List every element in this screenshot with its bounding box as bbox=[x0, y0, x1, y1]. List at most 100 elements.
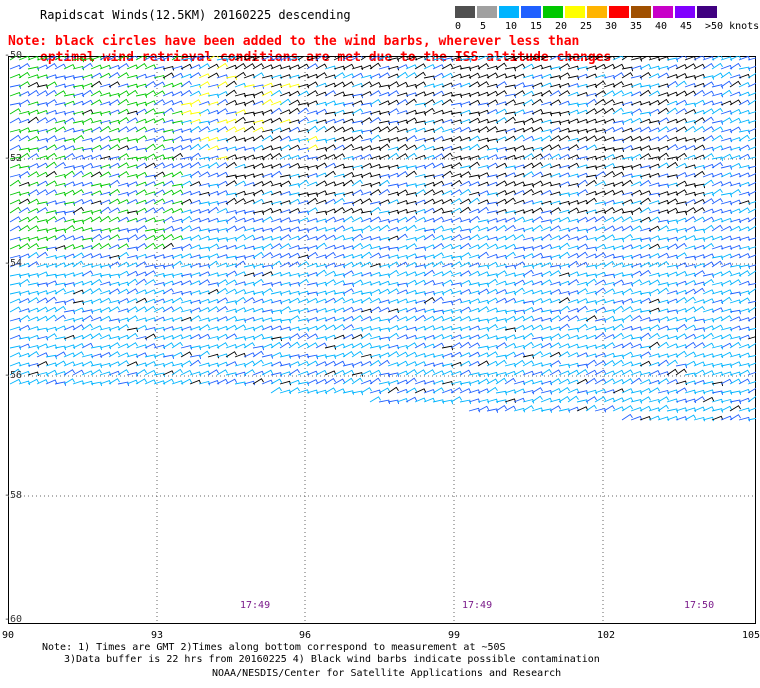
wind-barb bbox=[324, 191, 337, 197]
wind-barb bbox=[342, 298, 355, 304]
wind-barb bbox=[324, 208, 337, 214]
wind-barb bbox=[144, 80, 156, 88]
wind-barb bbox=[729, 405, 741, 412]
wind-barb bbox=[729, 172, 742, 178]
wind-barb bbox=[216, 98, 228, 106]
wind-barb bbox=[324, 153, 337, 160]
wind-barb bbox=[594, 108, 606, 115]
wind-barb bbox=[405, 396, 418, 403]
wind-barb bbox=[567, 395, 579, 403]
wind-barb bbox=[675, 368, 687, 376]
wind-barb bbox=[585, 179, 597, 187]
wind-barb bbox=[522, 56, 535, 61]
wind-barb bbox=[693, 305, 705, 313]
wind-barb bbox=[468, 234, 480, 241]
wind-barb bbox=[315, 180, 328, 187]
wind-barb bbox=[342, 236, 355, 242]
wind-barb bbox=[576, 228, 589, 234]
wind-barb bbox=[306, 100, 319, 106]
wind-barb bbox=[522, 300, 535, 305]
wind-barb bbox=[36, 343, 49, 349]
wind-barb bbox=[9, 244, 22, 250]
wind-barb bbox=[612, 318, 625, 323]
wind-barb bbox=[9, 173, 22, 179]
wind-barb bbox=[585, 246, 598, 252]
wind-barb bbox=[324, 334, 337, 340]
wind-barb bbox=[522, 306, 535, 313]
wind-barb bbox=[657, 404, 669, 412]
wind-barb bbox=[459, 388, 472, 394]
wind-barb bbox=[747, 407, 756, 412]
wind-barb bbox=[711, 156, 724, 161]
wind-barb bbox=[738, 172, 751, 178]
wind-barb bbox=[72, 289, 85, 295]
wind-barb bbox=[99, 171, 112, 178]
wind-barb bbox=[549, 264, 562, 270]
wind-barb bbox=[504, 290, 517, 296]
wind-barb bbox=[585, 273, 598, 278]
wind-barb bbox=[243, 335, 256, 341]
wind-barb bbox=[486, 192, 499, 197]
wind-barb bbox=[225, 197, 237, 205]
wind-barb bbox=[594, 327, 607, 332]
wind-barb bbox=[342, 350, 354, 358]
wind-barb bbox=[495, 318, 508, 323]
wind-barb bbox=[513, 109, 526, 115]
wind-barb bbox=[99, 155, 112, 161]
wind-barb bbox=[693, 237, 706, 242]
wind-barb bbox=[108, 156, 121, 161]
wind-barb bbox=[729, 244, 742, 250]
wind-barb bbox=[378, 273, 391, 278]
wind-barb bbox=[657, 98, 669, 106]
wind-barb bbox=[396, 170, 408, 178]
wind-barb bbox=[576, 172, 589, 178]
wind-barb bbox=[369, 326, 382, 332]
wind-barb bbox=[369, 216, 382, 223]
wind-barb bbox=[18, 127, 31, 133]
wind-barb bbox=[630, 91, 643, 97]
wind-barb bbox=[144, 127, 157, 133]
wind-barb bbox=[738, 66, 751, 72]
wind-barb bbox=[189, 199, 202, 205]
wind-barb bbox=[693, 228, 706, 234]
wind-barb bbox=[585, 325, 598, 331]
wind-barb bbox=[612, 120, 625, 125]
wind-barb bbox=[198, 217, 211, 223]
wind-barb bbox=[180, 198, 193, 205]
wind-barb bbox=[54, 161, 66, 169]
wind-barb bbox=[261, 298, 274, 304]
wind-barb bbox=[549, 111, 562, 117]
wind-barb bbox=[243, 234, 256, 241]
wind-barb bbox=[378, 318, 391, 323]
wind-barb bbox=[711, 172, 724, 178]
wind-barb bbox=[396, 233, 408, 241]
wind-barb bbox=[621, 306, 633, 313]
wind-barb bbox=[675, 99, 688, 106]
wind-barb bbox=[234, 56, 247, 61]
wind-barb bbox=[639, 332, 651, 340]
wind-barb bbox=[630, 354, 643, 359]
wind-barb bbox=[414, 71, 426, 79]
wind-barb bbox=[126, 288, 139, 295]
wind-barb bbox=[513, 388, 526, 394]
wind-barb bbox=[495, 342, 507, 349]
lon-label: 102 bbox=[597, 630, 616, 641]
wind-barb bbox=[45, 109, 58, 115]
wind-barb bbox=[99, 273, 112, 279]
wind-barb bbox=[432, 199, 445, 205]
wind-barb bbox=[414, 299, 427, 305]
wind-barb bbox=[702, 81, 715, 88]
wind-barb bbox=[135, 225, 147, 232]
wind-barb bbox=[702, 153, 714, 160]
wind-barb bbox=[711, 334, 724, 340]
wind-barb bbox=[180, 102, 193, 107]
wind-barb bbox=[144, 279, 156, 286]
wind-barb bbox=[351, 173, 364, 179]
wind-barb bbox=[315, 242, 327, 250]
wind-barb bbox=[216, 272, 229, 278]
wind-barb bbox=[477, 165, 490, 170]
wind-barb bbox=[189, 161, 201, 169]
wind-barb bbox=[351, 164, 364, 170]
wind-barb bbox=[585, 92, 598, 98]
wind-barb bbox=[225, 255, 238, 261]
